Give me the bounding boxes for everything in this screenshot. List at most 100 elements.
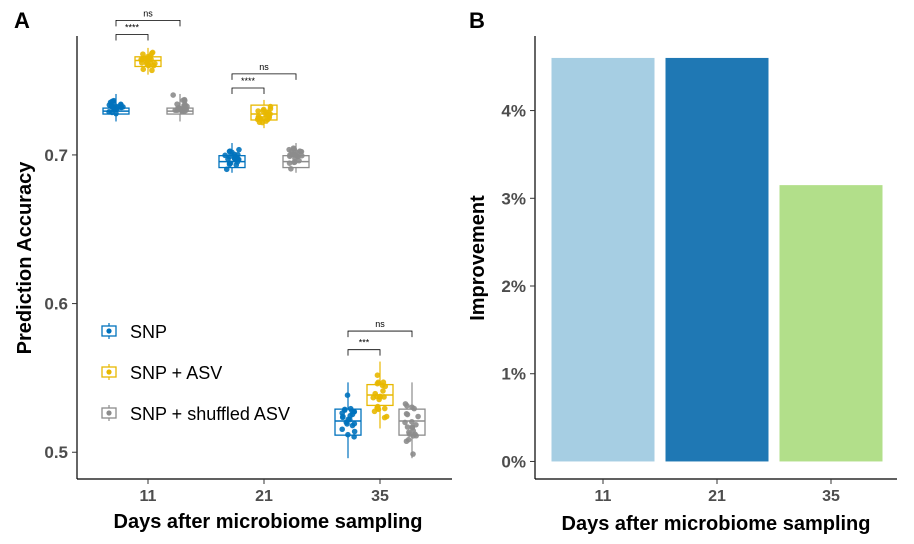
box-snp-shuffled-asv-day-35 [398,382,426,459]
point-snp-asv-day-35-7 [374,372,381,379]
point-snp-asv-day-35-0 [380,388,386,394]
box-snp-day-11 [102,93,130,122]
panel-a-x-tick-label-11: 11 [140,488,157,505]
legend-key-point-snp [106,328,112,334]
box-rect-snp-shuffled-asv-35 [398,408,426,436]
panel-a-y-tick-label-0: 0.5 [44,443,68,462]
bar-day-21 [665,57,769,462]
box-snp-asv-day-35 [366,361,394,429]
box-rect-snp-asv-21 [250,104,278,121]
panel-a-label: A [14,8,30,33]
panel-b-x-tick-label-11: 11 [595,488,612,505]
significance-bracket-21-2: **** [231,76,265,95]
panel-b-y-tick-label-3: 3% [501,189,526,208]
bracket-line-21-2 [231,87,265,95]
panel-a-x-tick-label-21: 21 [255,488,273,505]
box-snp-day-21 [218,143,246,173]
point-snp-shuffled-asv-day-35-20 [410,451,416,457]
point-snp-asv-day-11-11 [140,66,147,73]
panel-a-legend: SNP SNP + ASV SNP + shuffled ASV [101,322,290,424]
point-snp-day-35-0 [351,428,358,435]
significance-bracket-21-3: ns [231,62,297,80]
legend-label-snp: SNP [130,322,167,342]
point-snp-asv-day-11-6 [152,60,158,67]
panel-b-label: B [469,8,485,33]
bracket-line-35-5 [347,330,413,338]
panel-a-x-ticks: 11 21 35 [140,479,389,505]
point-snp-asv-day-11-15 [140,51,146,57]
point-snp-shuffled-asv-day-21-19 [298,148,305,155]
point-snp-day-21-19 [227,148,233,154]
point-snp-asv-day-35-21 [374,405,381,412]
point-snp-shuffled-asv-day-21-20 [286,146,292,153]
bracket-label-35-5: ns [375,319,385,329]
point-snp-asv-day-21-2 [255,108,261,114]
point-snp-asv-day-21-20 [260,108,266,114]
bracket-line-11-0 [115,34,149,41]
bar-day-11 [551,57,655,462]
point-snp-asv-day-11-20 [149,50,155,57]
panel-b-y-ticks: 0% 1% 2% 3% 4% [501,102,535,471]
legend-entry-snp-asv: SNP + ASV [101,363,222,383]
panel-a: A 0.50.60.7 11 21 35 ****ns****ns***ns SNP… [14,8,452,533]
significance-bracket-11-1: ns [115,8,181,27]
box-rect-snp-35 [334,408,362,436]
point-snp-shuffled-asv-day-11-16 [170,92,176,98]
box-snp-day-35 [334,382,362,459]
panel-a-annotations: **** ns **** ns *** ns [115,8,413,356]
bracket-line-21-3 [231,73,297,80]
point-snp-shuffled-asv-day-21-17 [296,157,302,164]
point-snp-day-35-21 [339,426,345,433]
significance-bracket-11-0: **** [115,23,149,41]
point-snp-shuffled-asv-day-35-17 [402,401,409,407]
bracket-label-11-1: ns [143,8,153,18]
legend-key-point-snp-shuffled-asv [106,410,112,416]
point-snp-asv-day-35-1 [381,405,388,412]
panel-a-y-axis-title: Prediction Accuracy [14,161,36,355]
point-snp-asv-day-35-16 [383,413,390,420]
point-snp-asv-day-11-2 [149,67,155,74]
panel-b-x-tick-label-35: 35 [822,488,840,505]
box-snp-asv-day-21 [250,99,278,129]
legend-key-point-snp-asv [106,369,112,375]
point-snp-shuffled-asv-day-35-7 [415,413,421,420]
point-snp-day-35-20 [349,411,356,418]
point-snp-asv-day-11-21 [139,60,145,66]
panel-b-y-axis-title: Improvement [467,195,489,321]
point-snp-asv-day-35-14 [370,394,377,401]
point-snp-day-35-17 [339,414,346,421]
panel-b-bars [551,57,883,462]
panel-a-boxes [102,47,426,459]
point-snp-day-21-7 [236,146,242,153]
box-snp-shuffled-asv-day-11 [166,92,194,122]
box-snp-asv-day-11 [134,47,162,75]
legend-entry-snp-shuffled-asv: SNP + shuffled ASV [101,404,290,424]
bracket-label-35-4: *** [359,338,370,348]
panel-b-x-ticks: 11 21 35 [595,479,840,505]
panel-b-x-tick-label-21: 21 [708,488,726,505]
point-snp-shuffled-asv-day-11-19 [180,97,186,104]
legend-label-snp-asv: SNP + ASV [130,363,222,383]
bar-day-35 [779,185,883,462]
panel-b: B 0% 1% 2% 3% 4% 11 21 35 Days after microbiom… [467,8,897,535]
point-snp-day-35-10 [343,419,350,426]
point-snp-asv-day-35-19 [374,380,381,387]
panel-a-x-axis-title: Days after microbiome sampling [114,511,423,533]
significance-bracket-35-5: ns [347,319,413,338]
point-snp-shuffled-asv-day-21-13 [288,165,294,172]
box-snp-shuffled-asv-day-21 [282,143,310,173]
point-snp-shuffled-asv-day-35-12 [403,410,410,417]
panel-b-x-axis-title: Days after microbiome sampling [562,513,871,535]
point-snp-shuffled-asv-day-35-11 [413,421,419,428]
bracket-line-11-1 [115,19,181,27]
point-snp-shuffled-asv-day-11-18 [174,101,180,107]
panel-b-y-tick-label-4: 4% [501,102,526,121]
panel-b-y-tick-label-0: 0% [501,452,526,471]
legend-label-snp-shuffled-asv: SNP + shuffled ASV [130,404,290,424]
panel-a-y-ticks: 0.5 0.6 0.7 [44,146,77,462]
legend-entry-snp: SNP [101,322,167,342]
panel-b-y-tick-label-2: 2% [501,277,526,296]
bracket-label-21-3: ns [259,62,269,72]
panel-a-y-tick-label-1: 0.6 [44,295,68,314]
